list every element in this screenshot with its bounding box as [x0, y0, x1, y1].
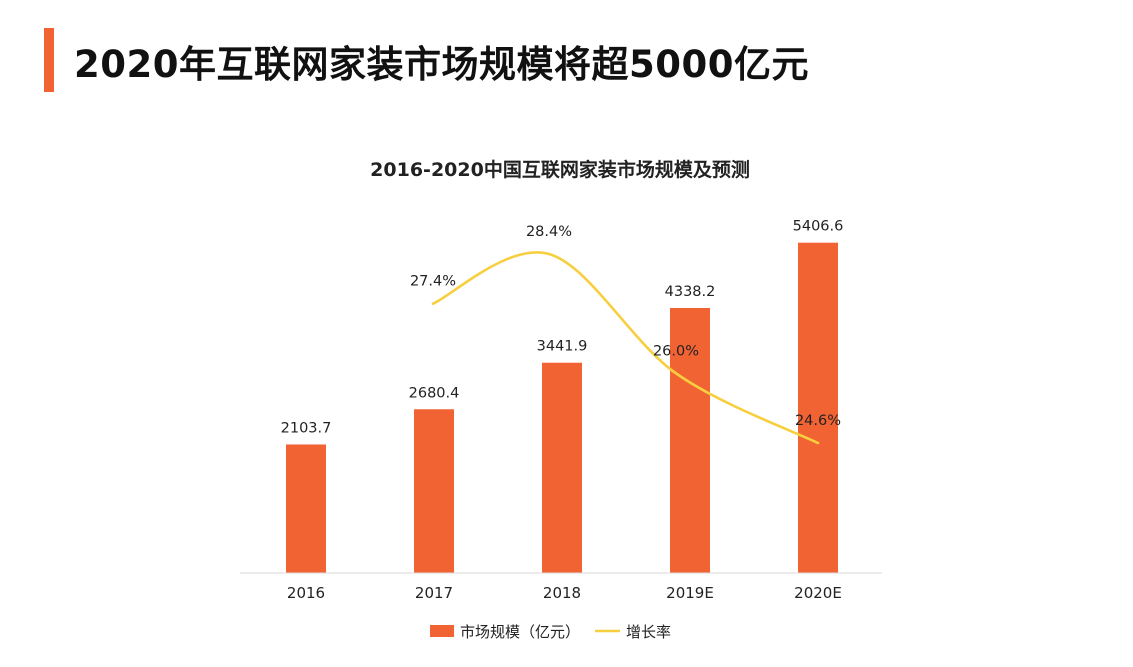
legend-bar-label: 市场规模（亿元） [460, 623, 580, 641]
bar-series [286, 242, 838, 574]
bar-2016 [286, 444, 326, 573]
legend-bar-swatch [430, 625, 454, 637]
bar-label-2020E: 5406.6 [793, 219, 844, 235]
x-tick-2017: 2017 [415, 584, 453, 602]
x-tick-2018: 2018 [543, 584, 581, 602]
x-axis-ticks: 2016 2017 2018 2019E 2020E [287, 584, 842, 602]
legend-line-label: 增长率 [626, 623, 671, 641]
chart-title: 2016-2020中国互联网家装市场规模及预测 [370, 158, 750, 181]
growth-label-2018: 28.4% [526, 224, 572, 240]
slide-title: 2020年互联网家装市场规模将超5000亿元 [74, 43, 809, 86]
growth-label-2020E: 24.6% [795, 413, 841, 429]
bar-label-2019E: 4338.2 [665, 284, 716, 300]
x-tick-2016: 2016 [287, 584, 325, 602]
bar-2020E [798, 242, 838, 574]
bar-2017 [414, 409, 454, 573]
title-accent-bar [44, 28, 54, 92]
bar-label-2017: 2680.4 [409, 385, 460, 401]
bar-label-2016: 2103.7 [281, 420, 332, 436]
growth-rate-line [431, 251, 820, 445]
growth-label-2017: 27.4% [410, 274, 456, 290]
bar-label-2018: 3441.9 [537, 339, 588, 355]
bar-2019E [670, 307, 710, 573]
bar-data-labels: 2103.7 2680.4 3441.9 4338.2 5406.6 [281, 219, 844, 437]
bar-2018 [542, 362, 582, 573]
growth-label-2019E: 26.0% [653, 343, 699, 359]
x-tick-2019E: 2019E [666, 584, 714, 602]
x-tick-2020E: 2020E [794, 584, 842, 602]
line-data-labels: 27.4% 28.4% 26.0% 24.6% [410, 224, 841, 429]
legend: 市场规模（亿元） 增长率 [430, 623, 671, 641]
